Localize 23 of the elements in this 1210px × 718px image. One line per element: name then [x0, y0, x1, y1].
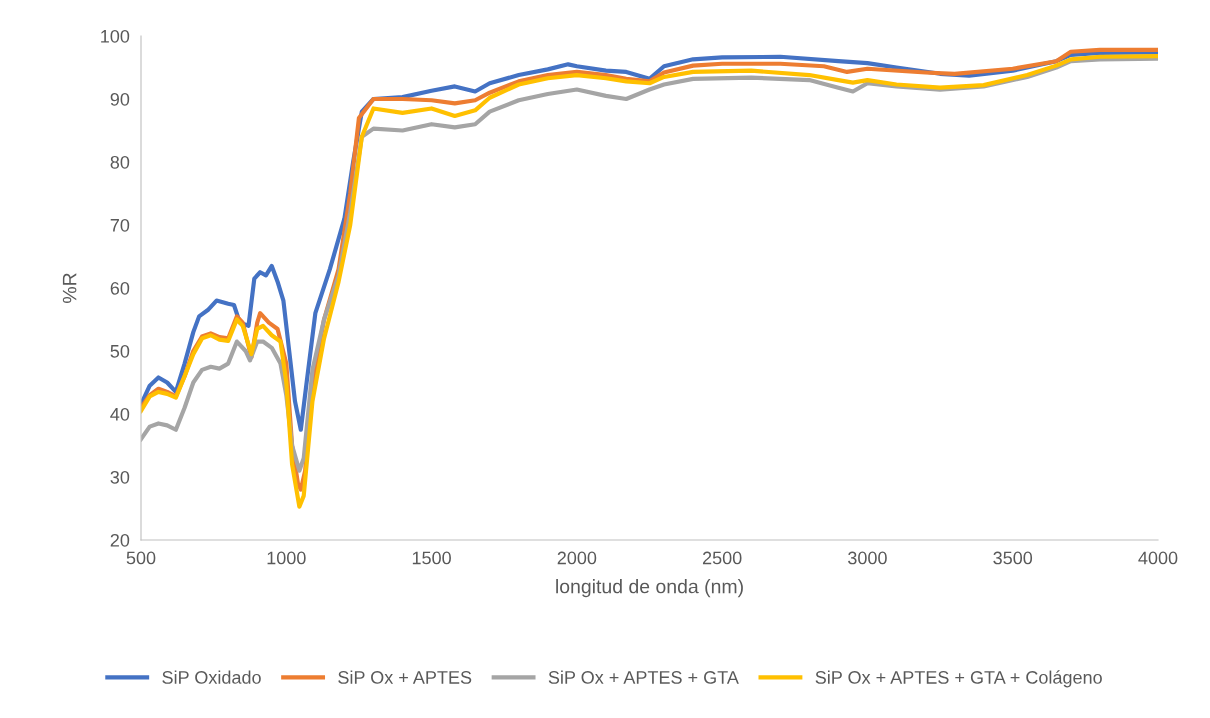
y-tick-label: 100: [101, 29, 130, 43]
y-tick-label: 50: [110, 344, 130, 358]
y-axis-title: %R: [62, 273, 77, 303]
x-tick-label: 500: [126, 551, 156, 565]
x-tick-label: 1500: [412, 551, 451, 565]
legend-label: SiP Ox + APTES: [338, 670, 472, 684]
y-tick-label: 90: [110, 92, 130, 106]
x-tick-label: 2000: [557, 551, 597, 565]
y-tick-label: 40: [110, 407, 130, 421]
x-tick-label: 3000: [848, 551, 887, 565]
y-tick-label: 30: [110, 470, 130, 484]
x-tick-label: 3500: [993, 551, 1033, 565]
legend-label: SiP Ox + APTES + GTA + Colágeno: [815, 670, 1102, 688]
x-tick-label: 1000: [267, 551, 306, 565]
legend-label: SiP Oxidado: [162, 670, 261, 684]
y-tick-label: 80: [110, 155, 130, 169]
x-tick-label: 2500: [702, 551, 742, 565]
y-tick-label: 70: [110, 218, 130, 232]
x-axis-title: longitud de onda (nm): [556, 579, 743, 598]
y-tick-label: 60: [110, 281, 130, 295]
y-tick-label: 20: [110, 533, 130, 547]
x-tick-label: 4000: [1138, 551, 1178, 565]
legend-label: SiP Ox + APTES + GTA: [548, 670, 739, 684]
